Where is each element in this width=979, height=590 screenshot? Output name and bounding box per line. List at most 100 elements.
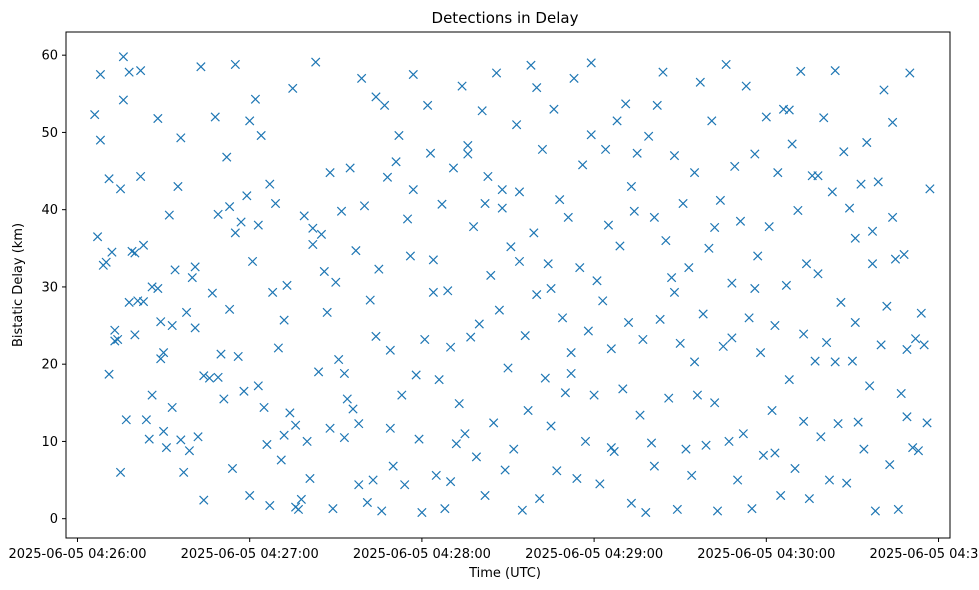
data-point [560,388,571,398]
data-point [621,99,631,109]
data-point [362,497,372,508]
data-point [115,184,126,194]
data-point [474,319,484,329]
data-point [385,423,395,433]
data-point [532,82,542,93]
data-point [104,369,114,379]
data-point [867,259,878,269]
data-point [124,297,134,308]
data-point [282,280,292,291]
data-point [821,337,832,348]
data-point [784,375,794,385]
data-point [577,160,588,170]
data-point [471,452,482,462]
y-tick-label: 20 [41,358,58,373]
data-point [265,500,275,511]
data-point [540,373,550,383]
data-point [250,94,261,104]
y-tick-label: 40 [41,203,58,218]
data-point [517,505,527,515]
data-point [738,429,748,439]
data-point [724,436,734,447]
data-point [253,220,263,230]
data-point [118,52,129,62]
data-point [153,283,163,294]
data-point [233,351,243,362]
data-point [417,507,427,518]
data-point [434,375,444,385]
data-point [626,181,637,192]
data-point [339,432,350,443]
data-point [827,187,837,197]
data-point [692,390,703,400]
data-point [216,349,226,359]
data-point [316,229,327,240]
data-point [735,216,746,226]
data-point [543,259,553,269]
data-point [494,305,505,315]
plot-frame [65,31,951,539]
data-point [265,179,275,189]
data-point [92,232,103,242]
data-point [371,92,381,102]
data-point [919,340,929,350]
data-point [290,502,301,512]
data-point [887,212,898,223]
data-point [408,184,418,195]
data-point [167,320,177,331]
data-point [710,222,720,233]
data-point [466,332,476,342]
data-point [833,419,843,429]
data-point [431,470,441,481]
data-point [164,210,174,220]
data-point [902,412,912,422]
data-point [420,334,430,345]
data-point [689,357,700,367]
data-point [253,381,263,391]
data-point [305,473,315,484]
data-point [922,418,932,428]
data-point [721,59,731,70]
data-point [239,386,249,396]
data-point [669,287,680,297]
data-point [925,184,935,194]
data-point [288,83,298,94]
data-point [810,356,820,366]
data-point [555,195,565,205]
data-point [876,340,886,350]
x-axis: 2025-06-05 04:26:00 2025-06-05 04:27:00 20… [8,538,979,562]
data-point [784,105,794,115]
data-point [572,473,582,484]
y-tick-label: 50 [41,126,58,141]
data-point [176,435,186,445]
data-point [566,347,576,358]
y-axis: 0 10 20 30 40 50 60 [41,49,66,527]
data-point [156,354,166,364]
data-point [141,415,151,425]
y-tick-label: 0 [50,512,58,527]
data-point [847,356,858,366]
data-point [655,314,665,325]
data-point [887,117,898,128]
data-point [695,77,705,87]
data-point [557,313,568,323]
data-point [339,368,350,379]
data-point [135,66,146,76]
data-point [130,248,140,258]
data-point [592,276,602,286]
data-point [308,223,318,233]
data-point [480,490,490,501]
data-point [328,504,338,514]
data-point [259,402,269,413]
data-point [153,113,163,124]
data-point [732,475,743,485]
data-point [256,130,266,141]
data-point [236,217,246,227]
data-point [646,438,657,448]
data-point [193,432,203,442]
data-point [451,439,461,449]
data-point [546,421,556,431]
data-point [445,476,456,487]
data-point [440,504,450,514]
data-point [299,211,309,221]
